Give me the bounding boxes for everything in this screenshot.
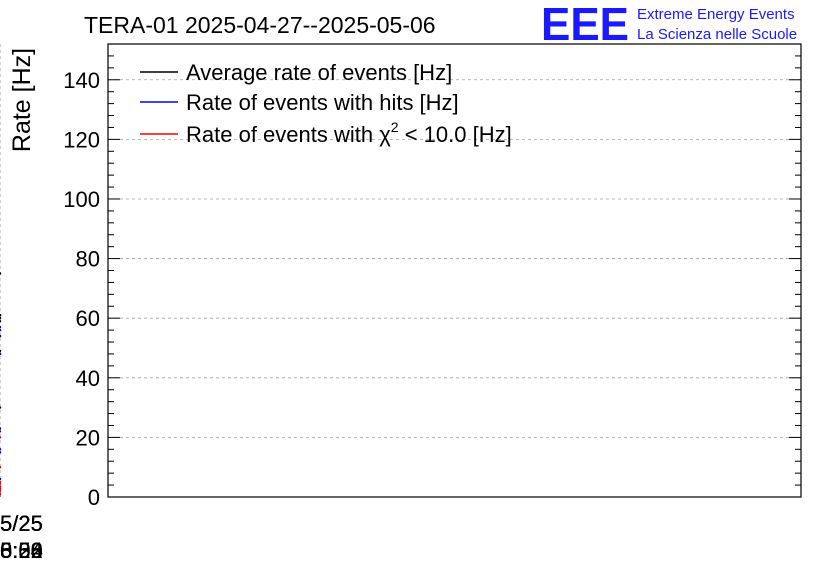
data-point: [0, 482, 2, 485]
y-tick-label: 60: [76, 306, 100, 331]
data-point: [0, 325, 2, 329]
data-point: [0, 489, 2, 493]
y-tick-label: 20: [76, 425, 100, 450]
y-tick-label: 40: [76, 366, 100, 391]
legend-label-chi2: Rate of events with χ2 < 10.0 [Hz]: [186, 119, 512, 147]
data-point: [0, 314, 2, 317]
y-tick-labels: 0 20 40 60 80 100 120 140: [63, 68, 100, 510]
data-point: [0, 466, 2, 469]
data-point: [0, 272, 2, 275]
legend-chi2-prefix: Rate of events with: [186, 122, 379, 147]
x-tick-time: 16:06:58: [0, 538, 43, 563]
data-point: [0, 334, 2, 338]
y-tick-label: 100: [63, 187, 100, 212]
y-tick-label: 120: [63, 127, 100, 152]
x-tick-time: 07:15:24: [0, 538, 43, 563]
data-point: [0, 448, 2, 451]
x-tick-date: 03/05/25: [0, 511, 43, 536]
x-tick-time: 22:23:50: [0, 538, 43, 563]
data-series: [0, 272, 2, 496]
y-axis-label: Rate [Hz]: [8, 48, 36, 152]
data-point: [0, 406, 2, 409]
data-point: [0, 349, 2, 353]
x-tick-date: 04/05/25: [0, 511, 43, 536]
data-point: [0, 436, 2, 439]
series-hits-rate: [0, 325, 2, 481]
x-tick-date: 06/05/25: [0, 511, 43, 536]
plot-frame: [107, 43, 802, 498]
series-chi2-rate: [0, 436, 2, 496]
data-point: [0, 492, 2, 496]
legend-chi2-sup: 2: [391, 119, 399, 135]
data-point: [0, 477, 2, 481]
data-point: [0, 486, 2, 490]
legend-label-average: Average rate of events [Hz]: [186, 60, 452, 85]
logo-mark: EEE: [541, 0, 629, 50]
x-tick-date: 01/05/25: [0, 511, 43, 536]
chart-title: TERA-01 2025-04-27--2025-05-06: [84, 12, 436, 38]
x-tick-time: 09:50:06: [0, 538, 43, 563]
data-point: [0, 430, 2, 433]
y-tick-label: 0: [88, 485, 100, 510]
legend: Average rate of events [Hz] Rate of even…: [140, 60, 512, 147]
x-tick-date: 07/05/25: [0, 511, 43, 536]
logo-line2: La Scienza nelle Scuole: [637, 26, 797, 43]
x-tick-labels: 01/05/2522:23:5003/05/2507:15:2404/05/25…: [0, 511, 43, 563]
legend-chi2-suffix: < 10.0 [Hz]: [399, 122, 512, 147]
data-point: [0, 427, 2, 430]
y-tick-label: 140: [63, 68, 100, 93]
grid: [0, 44, 801, 497]
eee-logo: EEE Extreme Energy Events La Scienza nel…: [541, 0, 797, 50]
data-point: [0, 451, 2, 454]
legend-label-hits: Rate of events with hits [Hz]: [186, 90, 459, 115]
y-tick-label: 80: [76, 247, 100, 272]
data-point: [0, 320, 2, 323]
data-point: [0, 352, 2, 356]
logo-line1: Extreme Energy Events: [637, 6, 795, 23]
legend-chi2-symbol: χ: [379, 122, 391, 147]
data-point: [0, 317, 2, 320]
data-point: [0, 328, 2, 332]
x-tick-time: 00:58:32: [0, 538, 43, 563]
